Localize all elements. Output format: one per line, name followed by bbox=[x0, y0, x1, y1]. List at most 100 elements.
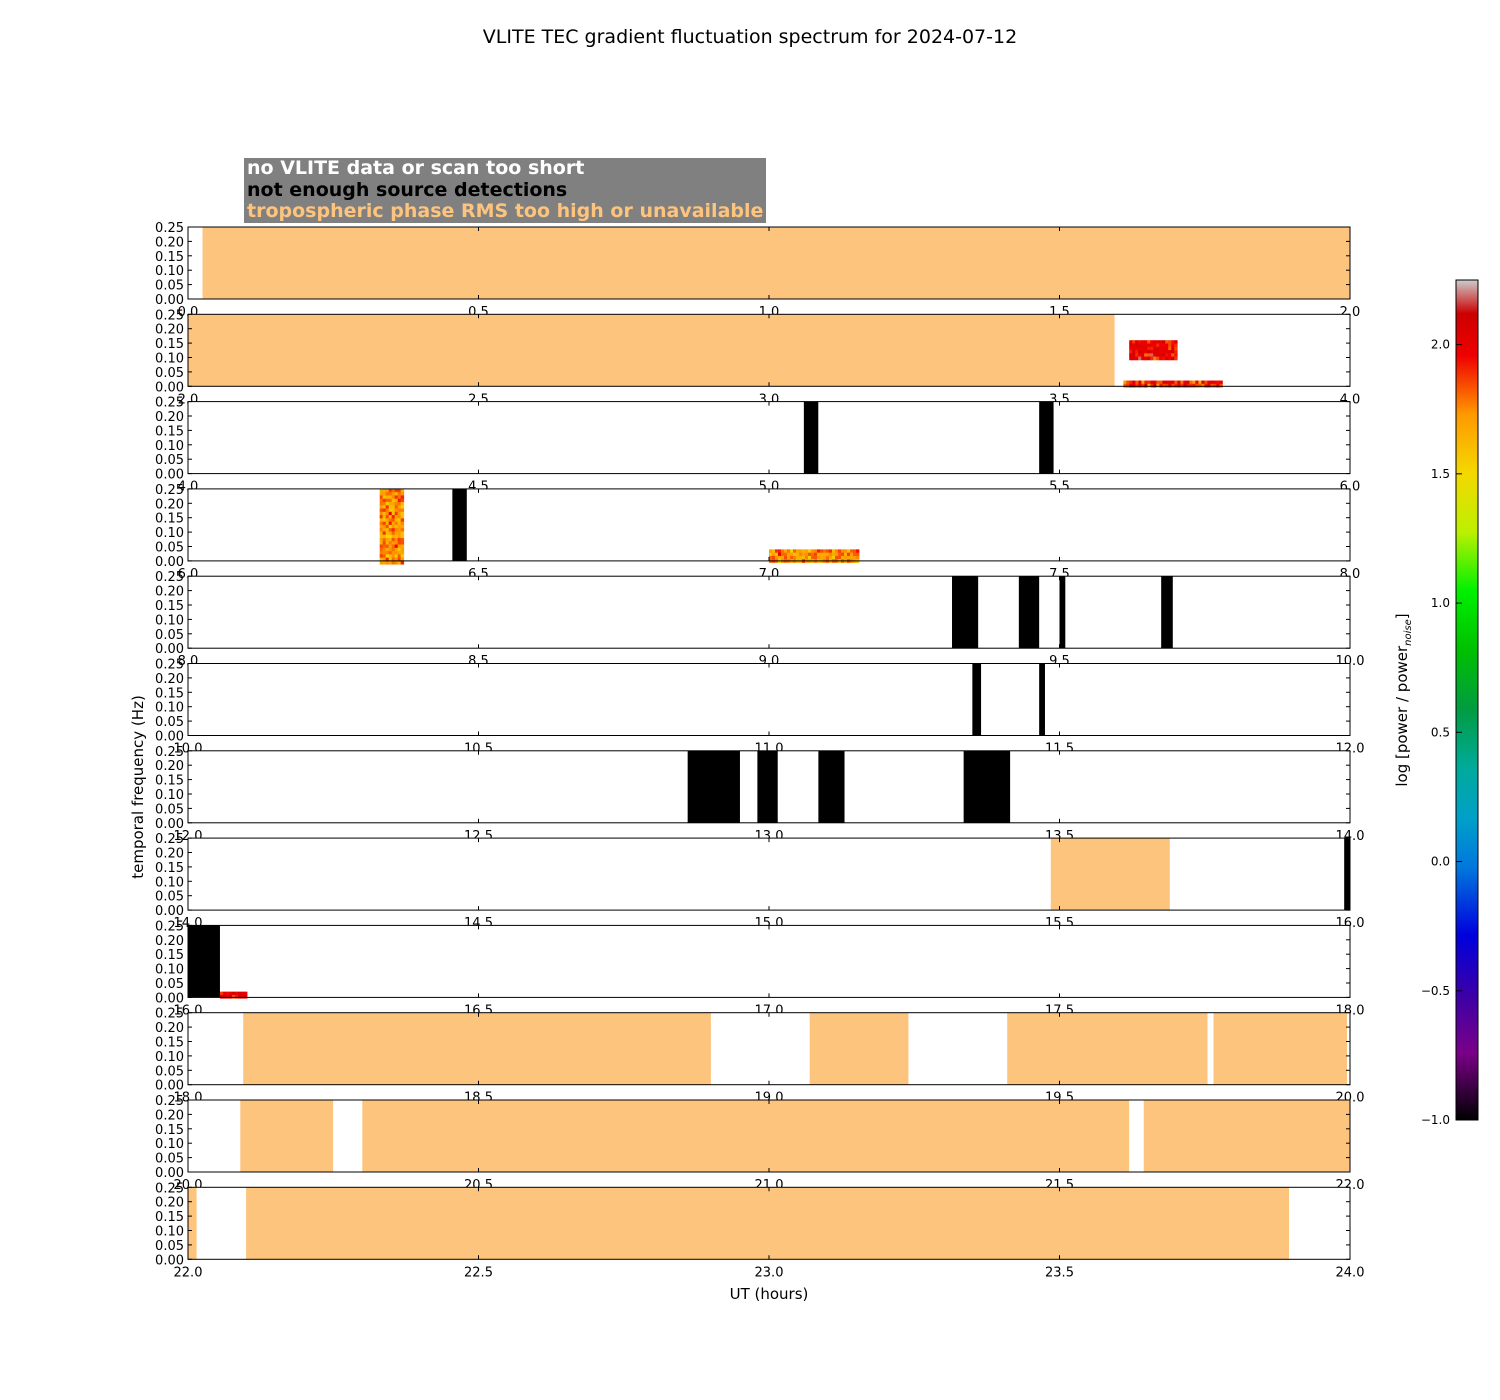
hotspot-cell bbox=[1162, 383, 1166, 388]
nodata-segment bbox=[818, 401, 839, 474]
panel-2: 0.000.050.100.150.200.254.0 4.5 5.0 5.5 6.0 bbox=[155, 396, 1360, 495]
hotspot-cell bbox=[1150, 343, 1154, 348]
hotspot-cell bbox=[1141, 383, 1145, 388]
hotspot-cell bbox=[1138, 343, 1142, 348]
nodata-segment bbox=[188, 227, 203, 299]
hotspot-cell bbox=[1171, 353, 1175, 357]
hotspot-cell bbox=[1147, 356, 1151, 361]
hotspot-cell bbox=[1171, 350, 1175, 354]
hotspot-cell bbox=[1165, 383, 1169, 388]
hotspot-cell bbox=[1126, 380, 1130, 385]
hotspot-cell bbox=[1195, 380, 1199, 385]
hotspot-cell bbox=[1195, 383, 1199, 388]
y-tick-label: 0.05 bbox=[155, 279, 184, 294]
hotspot-cell bbox=[1129, 380, 1133, 385]
y-tick-label: 0.25 bbox=[155, 308, 184, 323]
hotspot-cell bbox=[1210, 380, 1214, 385]
hotspot-cell bbox=[1189, 383, 1193, 388]
hotspot-cell bbox=[1216, 380, 1220, 385]
hotspot-cell bbox=[1135, 346, 1139, 351]
hotspot-cell bbox=[1168, 383, 1172, 388]
hotspot-cell bbox=[1150, 380, 1154, 385]
hotspot-cell bbox=[1159, 350, 1163, 354]
hotspot-cell bbox=[1201, 380, 1205, 385]
hotspot-cell bbox=[1138, 340, 1142, 344]
hotspot-cell bbox=[1171, 356, 1175, 361]
hotspot-cell bbox=[1135, 353, 1139, 357]
hotspot-cell bbox=[1159, 353, 1163, 357]
hotspot-cell bbox=[1171, 383, 1175, 388]
y-tick-label: 0.15 bbox=[155, 250, 184, 265]
hotspot-cell bbox=[1198, 380, 1202, 385]
nodata-segment bbox=[667, 401, 778, 474]
hotspot-cell bbox=[1138, 380, 1142, 385]
hotspot-cell bbox=[1129, 350, 1133, 354]
hotspot-cell bbox=[1159, 346, 1163, 351]
hotspot-cell bbox=[1141, 340, 1145, 344]
hotspot-cell bbox=[1162, 356, 1166, 361]
hotspot-cell bbox=[1135, 356, 1139, 361]
hotspot-cell bbox=[1171, 380, 1175, 385]
hotspot-cell bbox=[1177, 383, 1181, 388]
y-tick-label: 0.05 bbox=[155, 366, 184, 381]
hotspot-cell bbox=[1201, 383, 1205, 388]
hotspot-cell bbox=[1129, 346, 1133, 351]
hotspot-cell bbox=[1186, 380, 1190, 385]
hotspot-cell bbox=[1165, 356, 1169, 361]
hotspot-cell bbox=[1153, 340, 1157, 344]
hotspot-cell bbox=[1162, 353, 1166, 357]
hotspot-cell bbox=[1132, 380, 1136, 385]
y-tick-label: 0.15 bbox=[155, 337, 184, 352]
hotspot-cell bbox=[1171, 343, 1175, 348]
hotspot-cell bbox=[1126, 383, 1130, 388]
hotspot-cell bbox=[1174, 356, 1178, 361]
hotspot-cell bbox=[1159, 343, 1163, 348]
hotspot-cell bbox=[1153, 356, 1157, 361]
hotspot-cell bbox=[1171, 340, 1175, 344]
hotspot-cell bbox=[1129, 340, 1133, 344]
hotspot-cell bbox=[1213, 383, 1217, 388]
hotspot-cell bbox=[1141, 356, 1145, 361]
hotspot-cell bbox=[1159, 380, 1163, 385]
hotspot-cell bbox=[1150, 346, 1154, 351]
hotspot-cell bbox=[1189, 380, 1193, 385]
hotspot-cell bbox=[1162, 346, 1166, 351]
hotspot-cell bbox=[1144, 340, 1148, 344]
hotspot-cell bbox=[1165, 380, 1169, 385]
hotspot-cell bbox=[1207, 380, 1211, 385]
hotspot-cell bbox=[1168, 350, 1172, 354]
hotspot-cell bbox=[1165, 353, 1169, 357]
hotspot-cell bbox=[1147, 350, 1151, 354]
hotspot-cell bbox=[1144, 380, 1148, 385]
nodata-segment bbox=[600, 401, 621, 474]
hotspot-cell bbox=[1174, 353, 1178, 357]
tropo-segment bbox=[202, 227, 1350, 299]
hotspot-cell bbox=[1210, 383, 1214, 388]
hotspot-cell bbox=[1186, 383, 1190, 388]
y-tick-label: 0.10 bbox=[155, 352, 184, 367]
hotspot-cell bbox=[1156, 350, 1160, 354]
y-tick-label: 0.20 bbox=[155, 235, 184, 250]
hotspot-cell bbox=[1144, 350, 1148, 354]
hotspot-cell bbox=[1156, 346, 1160, 351]
hotspot-cell bbox=[1168, 380, 1172, 385]
hotspot-cell bbox=[1132, 346, 1136, 351]
hotspot-cell bbox=[1180, 380, 1184, 385]
hotspot-cell bbox=[1132, 356, 1136, 361]
y-tick-label: 0.20 bbox=[155, 323, 184, 338]
hotspot-cell bbox=[1171, 346, 1175, 351]
hotspot-cell bbox=[1156, 353, 1160, 357]
hotspot-cell bbox=[1147, 346, 1151, 351]
hotspot-cell bbox=[1123, 380, 1127, 385]
hotspot-cell bbox=[1141, 343, 1145, 348]
hotspot-cell bbox=[1192, 383, 1196, 388]
panel-1: 0.000.050.100.150.200.252.0 2.5 3.0 3.5 4.0 bbox=[155, 308, 1360, 407]
hotspot-cell bbox=[1174, 346, 1178, 351]
hotspot-cell bbox=[1132, 383, 1136, 388]
hotspot-cell bbox=[1153, 383, 1157, 388]
hotspot-cell bbox=[1159, 383, 1163, 388]
hotspot-cell bbox=[1204, 383, 1208, 388]
hotspot-cell bbox=[1174, 343, 1178, 348]
hotspot-cell bbox=[1174, 383, 1178, 388]
